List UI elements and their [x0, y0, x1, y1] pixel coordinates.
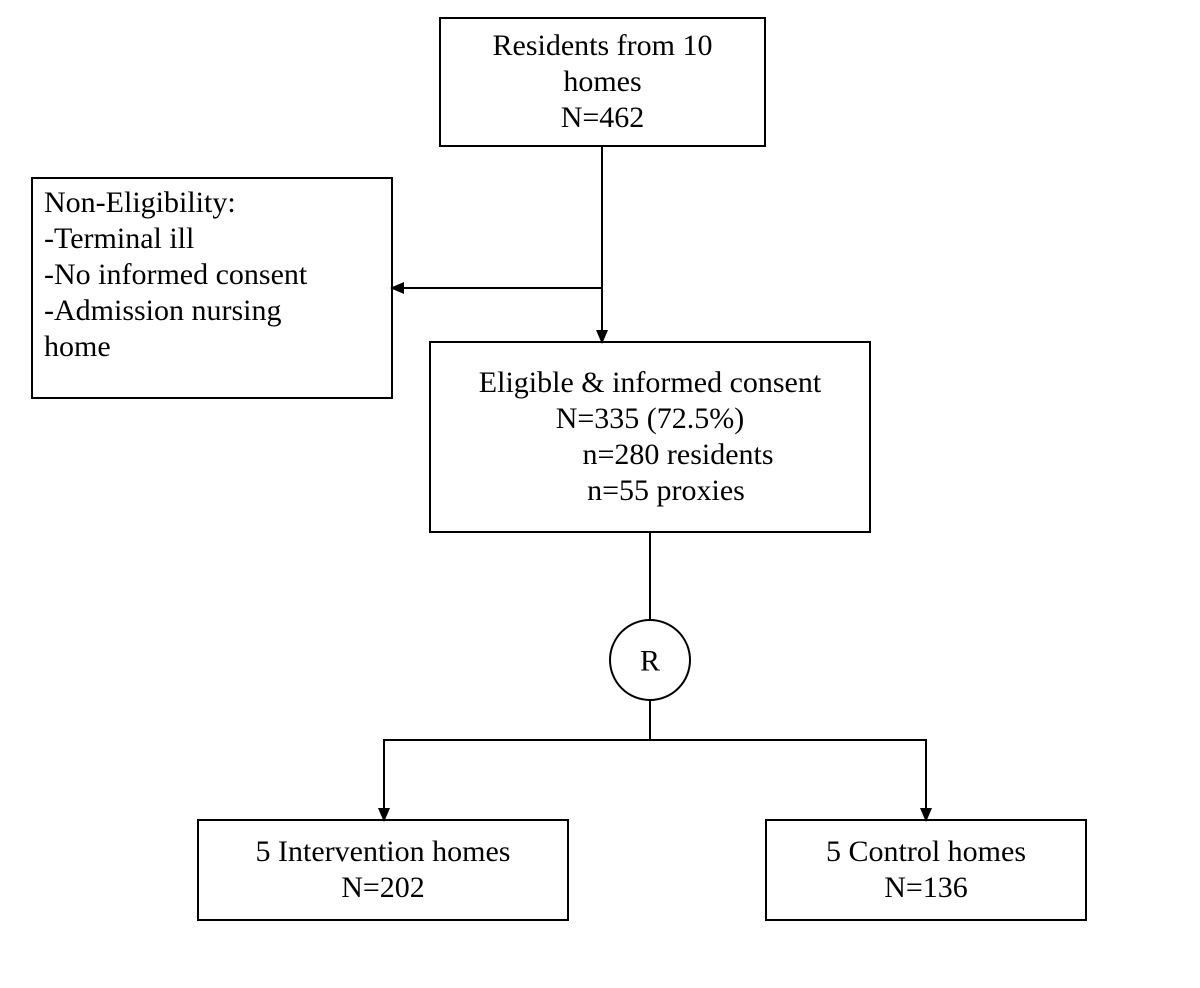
node-eligible-line-1: N=335 (72.5%) [556, 402, 745, 435]
node-non_eligibility-line-2: -No informed consent [44, 258, 308, 291]
node-random-label: R [640, 645, 660, 678]
node-non_eligibility-line-3: -Admission nursing [44, 294, 282, 327]
node-intervention-line-1: N=202 [341, 871, 425, 904]
node-residents-line-2: N=462 [561, 101, 645, 134]
node-random: R [610, 620, 690, 700]
edge-random-to-intervention [384, 700, 650, 820]
node-control: 5 Control homesN=136 [766, 820, 1086, 920]
node-control-line-0: 5 Control homes [826, 835, 1026, 868]
node-intervention: 5 Intervention homesN=202 [198, 820, 568, 920]
node-control-line-1: N=136 [884, 871, 968, 904]
node-residents-line-1: homes [563, 65, 641, 98]
flowchart: Residents from 10homesN=462 Non-Eligibili… [0, 0, 1200, 988]
node-non_eligibility-line-0: Non-Eligibility: [44, 186, 236, 219]
node-non_eligibility: Non-Eligibility:-Terminal ill-No informe… [32, 178, 392, 398]
node-intervention-line-0: 5 Intervention homes [256, 835, 511, 868]
node-eligible-line-0: Eligible & informed consent [479, 366, 822, 399]
node-residents-line-0: Residents from 10 [493, 29, 713, 62]
node-eligible-line-3: n=55 proxies [587, 474, 745, 507]
node-non_eligibility-line-1: -Terminal ill [44, 222, 194, 255]
node-eligible-line-2: n=280 residents [582, 438, 773, 471]
node-eligible: Eligible & informed consentN=335 (72.5%)… [430, 342, 870, 532]
node-residents: Residents from 10homesN=462 [440, 18, 765, 146]
node-non_eligibility-line-4: home [44, 330, 111, 363]
edge-random-to-control [650, 700, 926, 820]
